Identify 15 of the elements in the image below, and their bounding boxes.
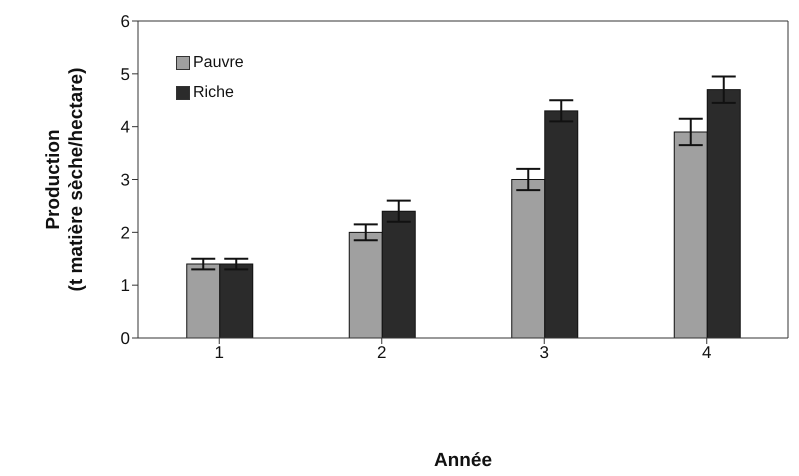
x-tick-label: 1 — [214, 343, 224, 362]
y-tick-label: 4 — [120, 118, 130, 137]
legend-label: Riche — [193, 83, 234, 103]
x-tick-label: 4 — [702, 343, 712, 362]
legend-label: Pauvre — [193, 53, 244, 73]
y-tick-label: 3 — [120, 170, 130, 190]
y-tick-label: 6 — [120, 12, 130, 32]
y-tick-label: 0 — [120, 329, 130, 348]
y-tick-label: 2 — [120, 223, 130, 242]
y-axis-title: Production (t matière sèche/hectare) — [43, 68, 87, 292]
x-tick-label: 3 — [540, 343, 549, 362]
x-axis-title: Année — [434, 450, 492, 471]
y-tick-label: 5 — [120, 64, 130, 84]
y-tick-label: 1 — [120, 276, 130, 296]
x-tick-label: 2 — [377, 343, 386, 362]
